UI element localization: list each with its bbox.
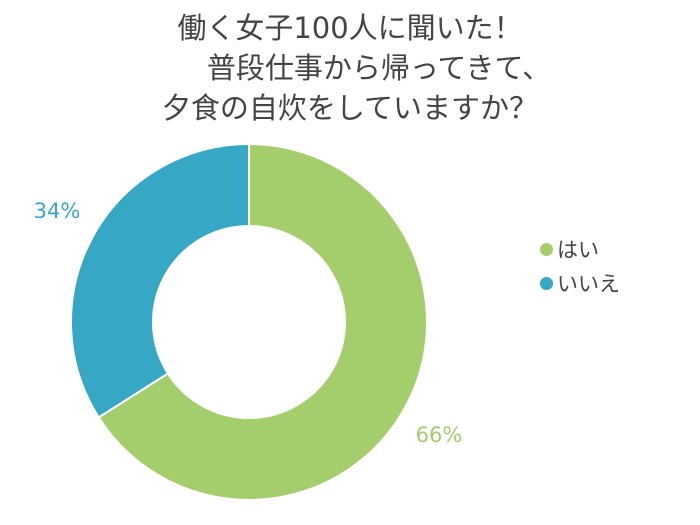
legend-swatch-no bbox=[540, 276, 553, 290]
legend-label-no: いいえ bbox=[557, 272, 620, 296]
title-line-3: 夕食の自炊をしていますか？ bbox=[161, 91, 539, 125]
donut-slices bbox=[70, 142, 428, 501]
legend-swatch-yes bbox=[540, 242, 553, 256]
data-label-yes: 66% bbox=[416, 423, 463, 447]
legend-item-no: いいえ bbox=[540, 266, 620, 300]
title-line-2: 普段仕事から帰ってきて、 bbox=[206, 51, 552, 85]
chart-legend: はい いいえ bbox=[540, 232, 620, 300]
chart-title: 働く女子100人に聞いた！ 普段仕事から帰ってきて、 夕食の自炊をしていますか？ bbox=[0, 8, 700, 128]
legend-label-yes: はい bbox=[557, 238, 599, 262]
donut-slice-no bbox=[70, 142, 250, 419]
title-line-1: 働く女子100人に聞いた！ bbox=[177, 11, 523, 45]
legend-item-yes: はい bbox=[540, 232, 620, 266]
data-label-no: 34% bbox=[34, 199, 81, 223]
donut-slice-yes bbox=[97, 142, 428, 501]
